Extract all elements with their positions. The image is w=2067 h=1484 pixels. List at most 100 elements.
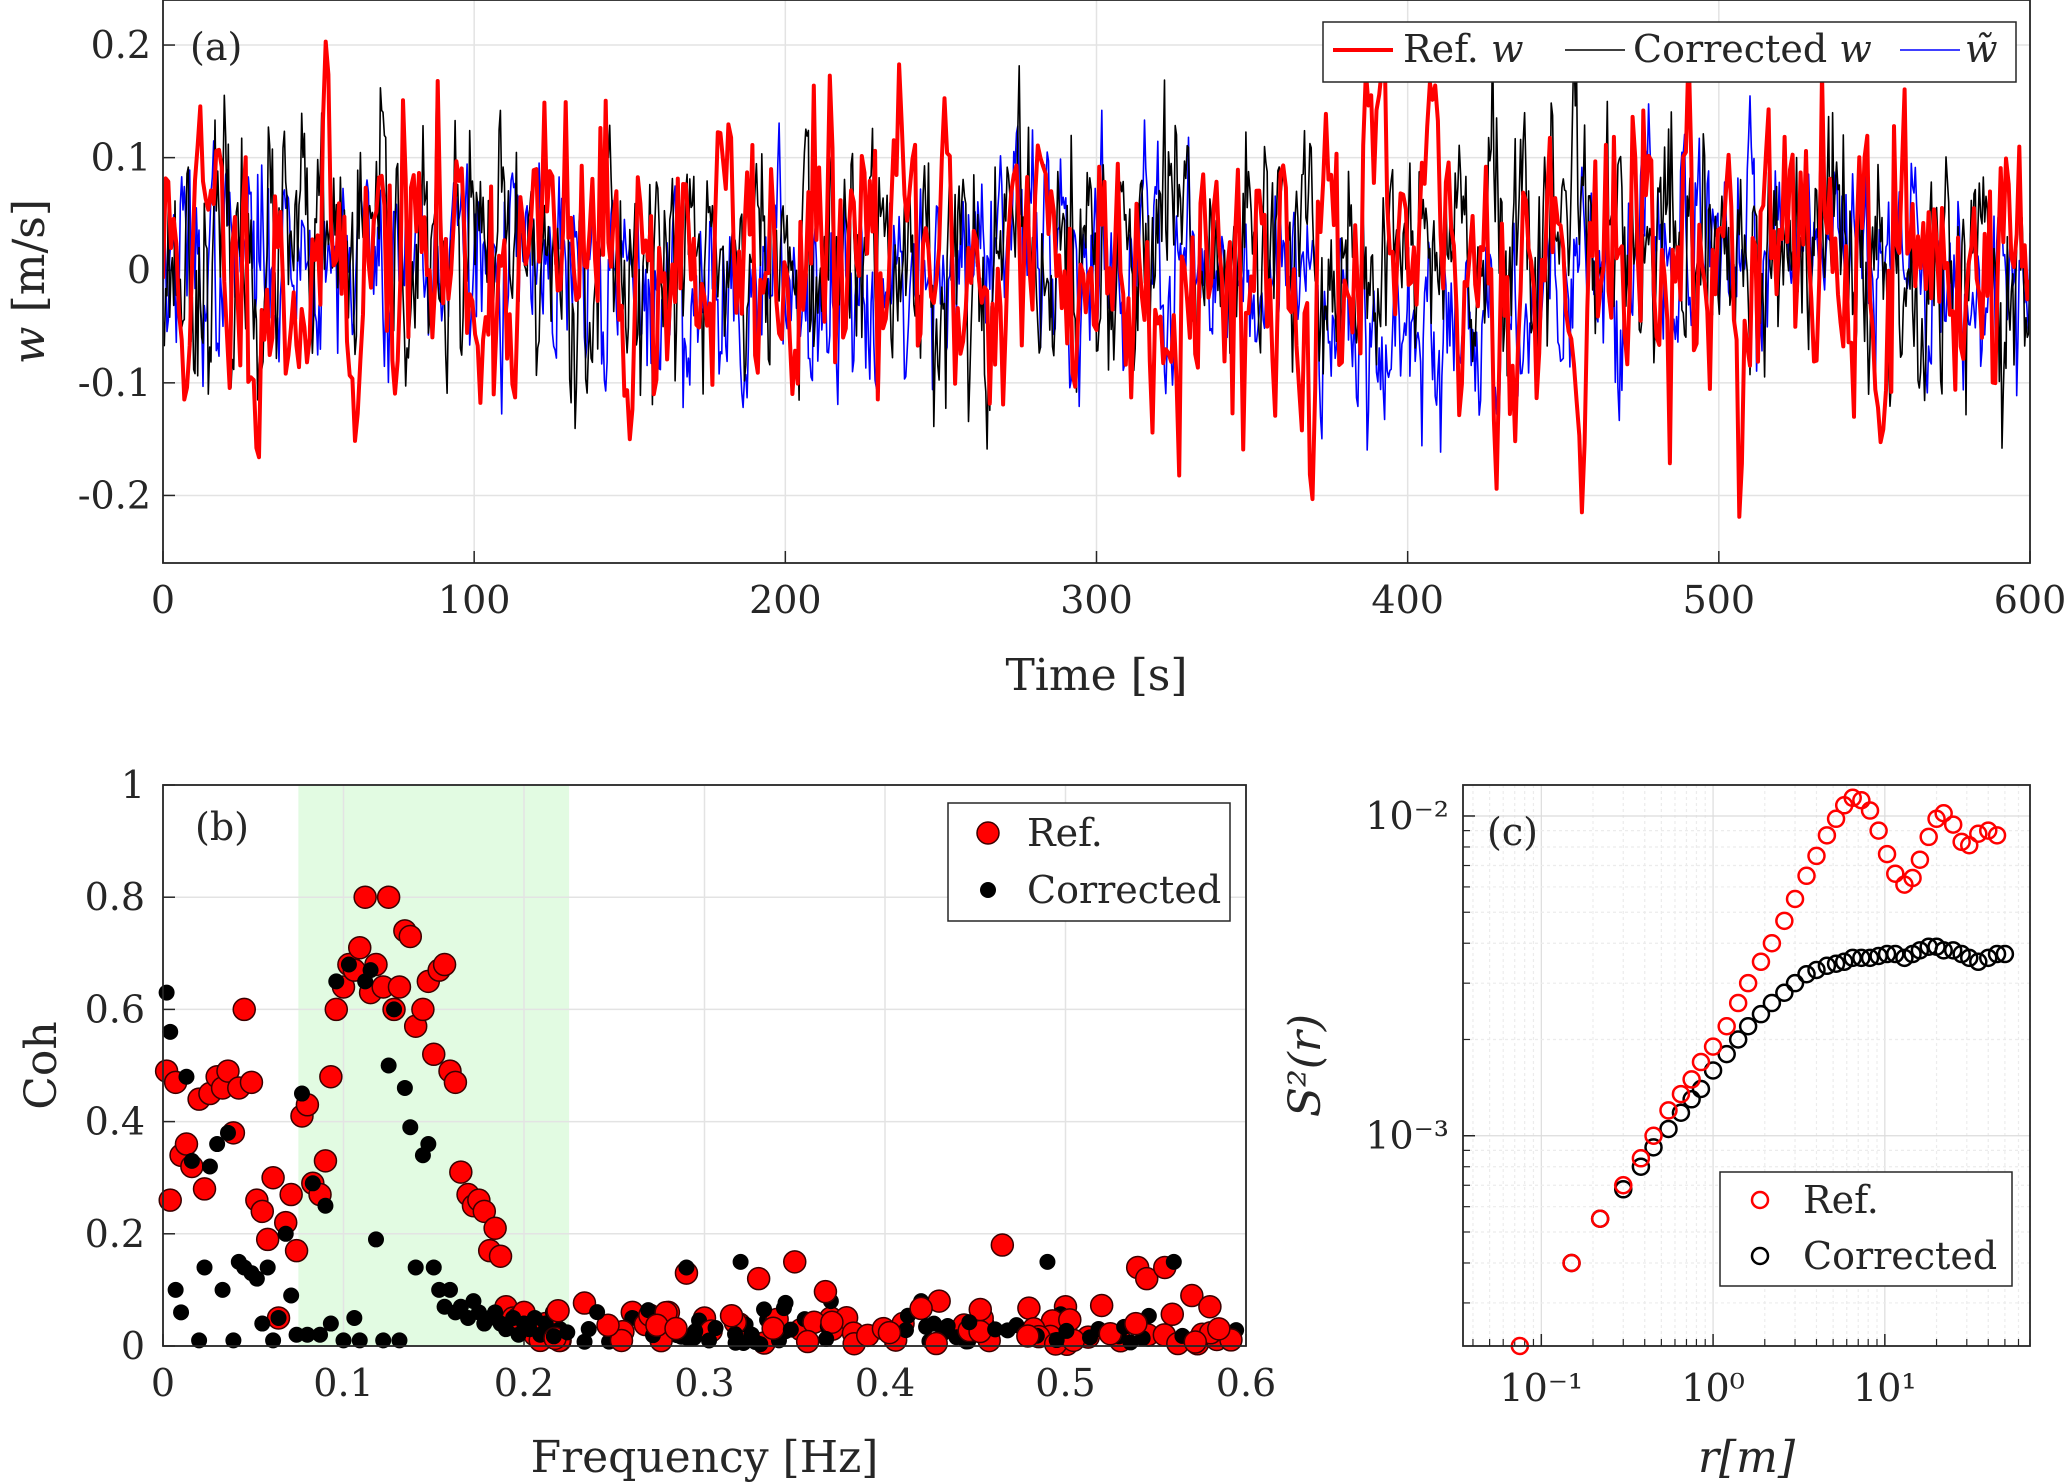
- point-corrected: [362, 962, 379, 979]
- point-ref: [1775, 911, 1794, 931]
- point-corrected: [686, 1325, 703, 1342]
- legend-box: [947, 802, 1231, 922]
- point-corrected: [775, 1300, 792, 1317]
- point-corrected: [1785, 973, 1805, 993]
- point-ref: [1590, 1209, 1610, 1229]
- legend-label-Corrected w: Corrected w: [1633, 27, 1872, 71]
- x-tick-label: 0.3: [674, 1361, 734, 1405]
- point-corrected: [270, 1309, 287, 1326]
- y-tick-label: 0.4: [85, 1100, 145, 1144]
- x-tick-label: 0.1: [313, 1361, 373, 1405]
- point-corrected: [173, 1304, 190, 1321]
- point-corrected: [1886, 944, 1905, 964]
- x-tick-label: 10⁰: [1681, 1366, 1745, 1410]
- point-ref: [645, 1313, 669, 1338]
- point-ref: [1016, 1324, 1040, 1348]
- point-ref: [313, 1149, 338, 1173]
- y-tick-label: -0.2: [78, 473, 151, 517]
- x-tick-label: 300: [1060, 578, 1133, 622]
- point-ref: [158, 1188, 182, 1212]
- point-corrected: [1039, 1253, 1056, 1270]
- x-tick-label: 200: [749, 578, 822, 622]
- point-corrected: [219, 1124, 236, 1141]
- point-ref: [761, 1316, 785, 1341]
- point-ref: [432, 952, 457, 977]
- point-corrected: [441, 1281, 458, 1298]
- point-corrected: [1775, 983, 1794, 1003]
- point-corrected: [678, 1259, 695, 1276]
- point-corrected: [545, 1328, 562, 1345]
- point-corrected: [201, 1158, 218, 1175]
- point-ref: [1877, 844, 1897, 864]
- point-ref: [1198, 1294, 1222, 1319]
- point-ref: [1738, 973, 1758, 993]
- point-ref: [1671, 1084, 1691, 1104]
- x-tick-label: 100: [438, 578, 511, 622]
- x-tick-label: 600: [1994, 578, 2067, 622]
- x-tick-label: 0: [151, 578, 175, 622]
- legend-prefix: Ref.: [1403, 27, 1491, 71]
- y-tick-label: 10⁻³: [1365, 1114, 1449, 1158]
- point-ref: [1826, 809, 1846, 829]
- x-tick-label: 10¹: [1853, 1366, 1917, 1410]
- point-corrected: [918, 1318, 935, 1335]
- point-corrected: [782, 1321, 799, 1338]
- point-corrected: [248, 1270, 265, 1287]
- point-corrected: [961, 1314, 978, 1331]
- point-corrected: [939, 1317, 956, 1334]
- point-ref: [232, 997, 256, 1022]
- point-ref: [1785, 889, 1805, 909]
- point-ref: [1807, 846, 1826, 866]
- panel-c-chart: 10⁻¹ 10⁰ 10¹ 10⁻³ 10⁻² (c) S²(r) r[m] Ref. Correc…: [1280, 784, 2031, 1483]
- point-corrected: [167, 1281, 184, 1298]
- point-ref: [546, 1298, 570, 1323]
- point-ref: [1979, 821, 1998, 840]
- point-corrected: [380, 1057, 397, 1074]
- y-tick-label: 0: [121, 1324, 145, 1368]
- point-corrected: [1807, 960, 1826, 980]
- point-ref: [1562, 1253, 1581, 1273]
- point-corrected: [304, 1175, 321, 1192]
- point-corrected: [640, 1302, 657, 1319]
- point-ref: [877, 1320, 902, 1345]
- point-ref: [783, 1250, 807, 1274]
- x-tick-label: 0: [151, 1361, 175, 1405]
- point-ref: [1017, 1296, 1041, 1320]
- legend-label-w̃: w̃: [1965, 27, 1998, 71]
- point-corrected: [1860, 948, 1880, 968]
- y-tick-label: 0.8: [85, 875, 145, 919]
- point-corrected: [396, 1079, 413, 1096]
- point-corrected: [312, 1326, 329, 1343]
- point-ref: [990, 1233, 1015, 1257]
- point-corrected: [225, 1332, 242, 1349]
- point-corrected: [897, 1322, 914, 1339]
- point-ref: [192, 1177, 217, 1201]
- point-ref: [1869, 821, 1888, 840]
- point-ref: [719, 1303, 744, 1328]
- point-corrected: [1910, 941, 1930, 960]
- y-tick-label: 1: [121, 763, 145, 807]
- legend-box: [1719, 1171, 2013, 1287]
- point-corrected: [209, 1136, 226, 1153]
- panel-label: (a): [190, 25, 242, 69]
- point-corrected: [346, 1309, 363, 1326]
- y-axis-label: w [m/s]: [4, 199, 55, 364]
- point-corrected: [701, 1332, 718, 1349]
- point-ref: [1969, 824, 1988, 843]
- point-ref: [353, 885, 377, 909]
- point-corrected: [420, 1136, 437, 1153]
- point-corrected: [322, 1315, 339, 1332]
- point-corrected: [727, 1325, 744, 1342]
- point-ref: [411, 997, 435, 1022]
- point-ref: [813, 1279, 838, 1304]
- point-ref: [1751, 952, 1771, 972]
- legend-marker-ref: [976, 821, 1000, 845]
- legend-var: w: [1491, 27, 1524, 71]
- point-ref: [1860, 801, 1880, 820]
- point-ref: [1959, 835, 1979, 855]
- point-ref: [924, 1331, 948, 1356]
- legend-label-ref: Ref.: [1027, 811, 1103, 855]
- point-corrected: [1762, 993, 1782, 1013]
- series-line-Corrected w: [163, 32, 2030, 450]
- point-corrected: [1659, 1119, 1678, 1139]
